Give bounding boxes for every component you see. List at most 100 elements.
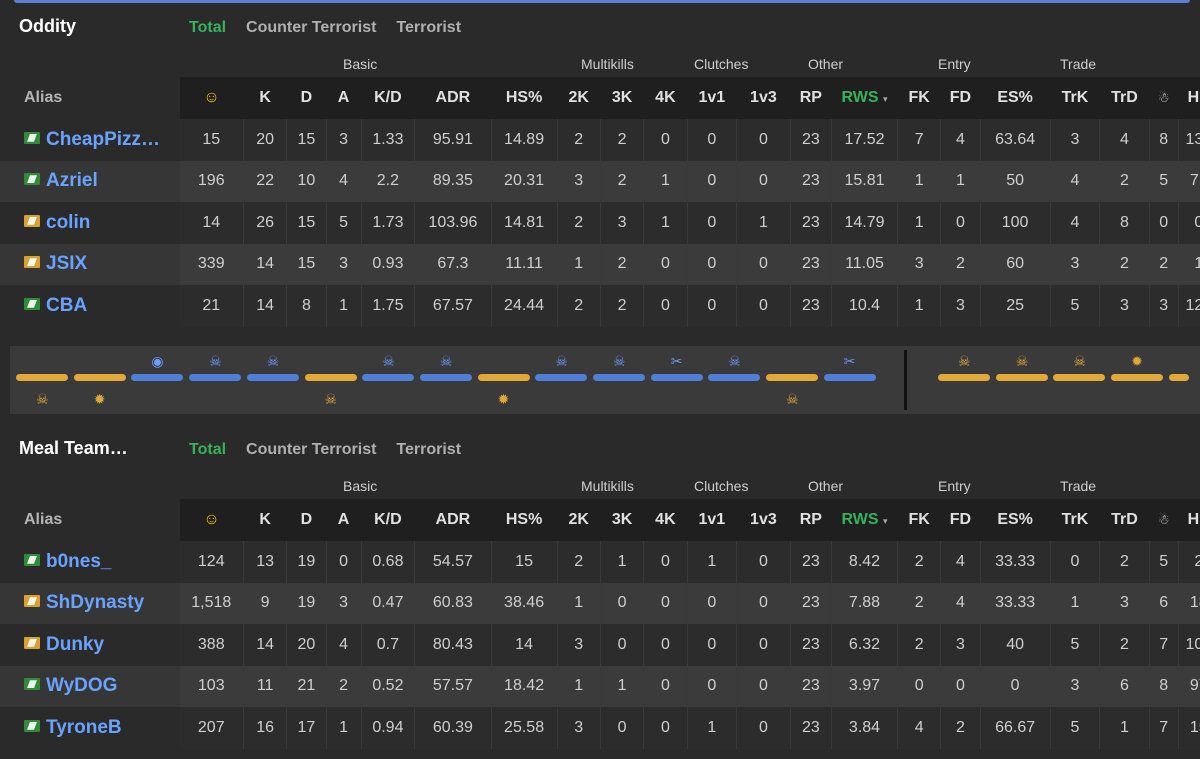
col-header-hs-pct[interactable]: HS% [491,499,558,541]
round-9-bar[interactable] [477,374,530,381]
player-alias[interactable]: CBA [0,285,180,327]
round-3-bar[interactable] [131,374,184,381]
col-header-trd[interactable]: TrD [1099,77,1150,119]
col-header-3k[interactable]: 3K [600,499,644,541]
round-14-bar[interactable] [766,374,819,381]
player-alias[interactable]: b0nes_ [0,541,180,583]
col-header-trk[interactable]: TrK [1050,77,1100,119]
col-header-rp[interactable]: RP [790,499,832,541]
player-alias[interactable]: ShDynasty [0,582,180,624]
round-7-bar[interactable] [362,374,415,381]
col-header-deaths[interactable]: D [286,77,326,119]
player-alias[interactable]: Dunky [0,624,180,666]
col-header-rp[interactable]: RP [790,77,832,119]
col-header-rws[interactable]: RWS ▾ [831,499,898,541]
player-row[interactable]: ShDynasty 1,518 9 19 3 0.47 60.83 38.46 1 0 0 0 0 23 7… [0,582,1200,624]
col-header-adr[interactable]: ADR [414,499,492,541]
player-alias-text[interactable]: CheapPizz… [46,128,161,150]
player-alias[interactable]: WyDOG [0,665,180,707]
col-header-fd[interactable]: FD [940,77,981,119]
col-header-kd[interactable]: K/D [361,499,415,541]
player-row[interactable]: TyroneB 207 16 17 1 0.94 60.39 25.58 3 0 0 1 0 23 3.84… [0,707,1200,749]
col-header-1v1[interactable]: 1v1 [687,499,737,541]
player-alias-text[interactable]: Azriel [46,170,98,192]
col-header-snowman[interactable]: ☃ [1149,77,1179,119]
col-header-2k[interactable]: 2K [557,499,601,541]
round-5-bar[interactable] [246,374,299,381]
round-10-bar[interactable] [535,374,588,381]
round-4-bar[interactable] [189,374,242,381]
col-header-fd[interactable]: FD [940,499,981,541]
alias-header[interactable]: Alias [24,511,63,528]
round-8-bar[interactable] [419,374,472,381]
tab-counter-terrorist[interactable]: Counter Terrorist [246,441,377,458]
col-header-he[interactable]: HE [1178,77,1200,119]
col-header-fk[interactable]: FK [897,77,941,119]
round-6-bar[interactable] [304,374,357,381]
col-header-3k[interactable]: 3K [600,77,644,119]
col-header-deaths[interactable]: D [286,499,326,541]
tab-total[interactable]: Total [189,19,227,36]
player-row[interactable]: WyDOG 103 11 21 2 0.52 57.57 18.42 1 1 0 0 0 23 3.97 0 0… [0,665,1200,707]
col-header-kills[interactable]: K [243,499,287,541]
player-alias[interactable]: TyroneB [0,707,180,749]
col-header-4k[interactable]: 4K [643,499,688,541]
col-header-1v3[interactable]: 1v3 [736,77,791,119]
player-row[interactable]: JSIX 339 14 15 3 0.93 67.3 11.11 1 2 0 0 0 23 11.05 3 2 6… [0,243,1200,285]
col-header-es-pct[interactable]: ES% [980,77,1051,119]
player-row[interactable]: b0nes_ 124 13 19 0 0.68 54.57 15 2 1 0 1 0 23 8.42 2 4 33… [0,541,1200,583]
round-16-bar[interactable] [938,374,990,381]
col-header-he[interactable]: HE [1178,499,1200,541]
player-alias-text[interactable]: JSIX [46,253,88,275]
col-header-assists[interactable]: A [326,499,362,541]
col-header-trd[interactable]: TrD [1099,499,1150,541]
tab-total[interactable]: Total [189,441,227,458]
player-alias-text[interactable]: b0nes_ [46,550,112,572]
round-12-bar[interactable] [650,374,703,381]
player-alias-text[interactable]: WyDOG [46,675,118,697]
player-alias[interactable]: colin [0,202,180,244]
player-alias-text[interactable]: CBA [46,294,88,316]
round-19-bar[interactable] [1111,374,1164,381]
player-alias-text[interactable]: colin [46,211,91,233]
round-17-bar[interactable] [995,374,1048,381]
col-header-fk[interactable]: FK [897,499,941,541]
player-row[interactable]: Dunky 388 14 20 4 0.7 80.43 14 3 0 0 0 0 23 6.32 2 3 40 5 2… [0,624,1200,666]
player-row[interactable]: CheapPizz… 15 20 15 3 1.33 95.91 14.89 2 2 0 0 0 23 17… [0,119,1200,161]
round-1-bar[interactable] [16,374,68,381]
player-alias-text[interactable]: Dunky [46,633,105,655]
player-row[interactable]: CBA 21 14 8 1 1.75 67.57 24.44 2 2 0 0 0 23 10.4 1 3 25 5 3… [0,285,1200,327]
round-11-bar[interactable] [593,374,645,381]
col-header-1v1[interactable]: 1v1 [687,77,737,119]
player-row[interactable]: Azriel 196 22 10 4 2.2 89.35 20.31 3 2 1 0 0 23 15.81 1… [0,160,1200,202]
col-header-1v3[interactable]: 1v3 [736,499,791,541]
col-header-hs-pct[interactable]: HS% [491,77,558,119]
round-2-bar[interactable] [73,374,126,381]
col-header-rws[interactable]: RWS ▾ [831,77,898,119]
round-20-bar[interactable] [1168,374,1189,381]
col-header-adr[interactable]: ADR [414,77,492,119]
player-alias[interactable]: CheapPizz… [0,119,180,161]
col-header-assists[interactable]: A [326,77,362,119]
col-header-kills[interactable]: K [243,77,287,119]
round-18-bar[interactable] [1053,374,1106,381]
alias-header[interactable]: Alias [24,89,63,106]
tab-terrorist[interactable]: Terrorist [396,19,462,36]
tab-counter-terrorist[interactable]: Counter Terrorist [246,19,377,36]
player-alias[interactable]: Azriel [0,160,180,202]
col-header-snowman[interactable]: ☃ [1149,499,1179,541]
col-header-smiley[interactable]: ☺ [179,499,244,541]
player-alias-text[interactable]: ShDynasty [46,592,145,614]
player-alias-text[interactable]: TyroneB [46,716,122,738]
player-alias[interactable]: JSIX [0,243,180,285]
col-header-trk[interactable]: TrK [1050,499,1100,541]
tab-terrorist[interactable]: Terrorist [396,441,462,458]
round-13-bar[interactable] [708,374,761,381]
col-header-4k[interactable]: 4K [643,77,688,119]
col-header-es-pct[interactable]: ES% [980,499,1051,541]
col-header-kd[interactable]: K/D [361,77,415,119]
player-row[interactable]: colin 14 26 15 5 1.73 103.96 14.81 2 3 1 0 1 23 14.79 1… [0,202,1200,244]
col-header-2k[interactable]: 2K [557,77,601,119]
round-15-bar[interactable] [823,374,876,381]
col-header-smiley[interactable]: ☺ [179,77,244,119]
